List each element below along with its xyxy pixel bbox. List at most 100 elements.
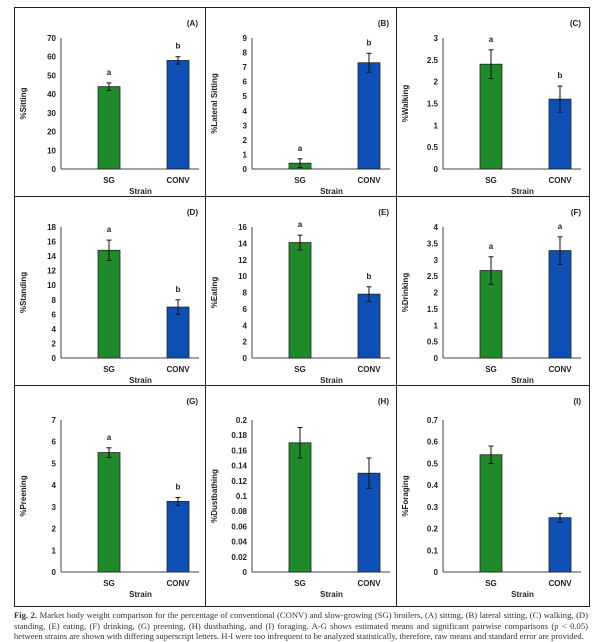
chart-svg: (D) 0 2 4 6 8 10 12 14 16 18 %Standing a SG b CONV Strai…	[19, 208, 199, 385]
y-tick-label: 6	[52, 438, 57, 447]
bar-conv	[166, 60, 190, 170]
x-axis-label: Strain	[129, 187, 152, 196]
y-tick-label: 0.2	[427, 525, 439, 534]
y-tick-label: 3	[434, 256, 439, 265]
y-tick-label: 0.1	[236, 492, 248, 501]
error-bar	[557, 85, 563, 113]
y-axis-label: %Lateral Sitting	[210, 73, 219, 134]
y-axis-label: %Foraging	[401, 475, 410, 516]
y-tick-label: 1	[434, 321, 439, 330]
bar-sg	[97, 452, 121, 573]
error-bar	[297, 158, 303, 169]
panel-label: (C)	[570, 19, 581, 28]
significance-letter: a	[489, 35, 494, 44]
y-tick-label: 14	[238, 239, 247, 248]
x-tick-label: CONV	[166, 579, 190, 588]
significance-letter: a	[107, 68, 112, 77]
y-axis-label: %Walking	[401, 85, 410, 123]
y-axis-label: %Dustbathing	[210, 469, 219, 523]
bar-conv	[357, 62, 381, 170]
error-bar	[488, 445, 494, 464]
y-tick-label: 0	[52, 354, 57, 363]
y-tick-label: 0.08	[231, 507, 247, 516]
panel-d: (D) 0 2 4 6 8 10 12 14 16 18 %Standing a SG b CONV Strai…	[15, 197, 206, 386]
y-tick-label: 0	[434, 165, 439, 174]
y-tick-label: 20	[47, 128, 56, 137]
bar-conv	[548, 250, 572, 359]
y-tick-label: 0.5	[427, 459, 439, 468]
panel-e: (E) 0 2 4 6 8 10 12 14 16 %Eating a SG b CONV Strain	[206, 197, 397, 386]
error-bar	[488, 49, 494, 80]
y-tick-label: 0.7	[427, 416, 439, 425]
y-tick-label: 16	[238, 223, 247, 232]
significance-letter: a	[558, 222, 563, 231]
y-tick-label: 3	[243, 121, 248, 130]
y-tick-label: 30	[47, 109, 56, 118]
x-axis-label: Strain	[511, 590, 534, 599]
y-tick-label: 0.18	[231, 431, 247, 440]
y-tick-label: 0.14	[231, 462, 247, 471]
significance-letter: a	[298, 220, 303, 229]
x-tick-label: CONV	[548, 365, 572, 374]
y-tick-label: 2	[434, 78, 439, 87]
y-tick-label: 0.12	[231, 477, 247, 486]
x-tick-label: SG	[294, 365, 306, 374]
x-axis-label: Strain	[511, 187, 534, 196]
y-tick-label: 1.5	[427, 100, 439, 109]
y-tick-label: 0	[434, 568, 439, 577]
y-tick-label: 1.5	[427, 305, 439, 314]
y-axis-label: %Sitting	[19, 87, 28, 119]
error-bar	[297, 234, 303, 251]
y-tick-label: 16	[47, 238, 56, 247]
y-tick-label: 4	[434, 223, 439, 232]
x-axis-label: Strain	[129, 376, 152, 385]
y-tick-label: 8	[243, 289, 248, 298]
x-tick-label: CONV	[357, 365, 381, 374]
error-bar	[106, 82, 112, 91]
y-tick-label: 1	[243, 150, 248, 159]
x-tick-label: CONV	[166, 365, 190, 374]
y-tick-label: 6	[243, 78, 248, 87]
x-tick-label: CONV	[166, 176, 190, 185]
error-bar	[366, 457, 372, 489]
significance-letter: a	[489, 242, 494, 251]
error-bar	[106, 447, 112, 458]
y-tick-label: 2	[243, 338, 248, 347]
significance-letter: b	[176, 42, 181, 51]
y-tick-label: 0	[52, 568, 57, 577]
y-tick-label: 0.2	[236, 416, 248, 425]
panel-a: (A) 0 10 20 30 40 50 60 70 %Sitting a SG b CONV Strain	[15, 8, 206, 197]
significance-letter: b	[367, 272, 372, 281]
error-bar	[175, 56, 181, 65]
x-axis-label: Strain	[320, 187, 343, 196]
y-tick-label: 0.5	[427, 143, 439, 152]
y-tick-label: 10	[47, 146, 56, 155]
y-tick-label: 0.04	[231, 538, 247, 547]
y-tick-label: 12	[47, 267, 56, 276]
y-tick-label: 2	[243, 136, 248, 145]
error-bar	[488, 256, 494, 285]
significance-letter: b	[367, 38, 372, 47]
bar-sg	[288, 242, 312, 359]
y-tick-label: 10	[238, 272, 247, 281]
y-tick-label: 0.6	[427, 438, 439, 447]
panel-label: (G)	[186, 397, 198, 406]
panel-label: (D)	[187, 208, 198, 217]
y-tick-label: 1	[52, 546, 57, 555]
y-tick-label: 0.16	[231, 446, 247, 455]
y-axis-label: %Eating	[210, 277, 219, 309]
bar-sg	[479, 454, 503, 573]
bar-sg	[288, 442, 312, 573]
bar-sg	[97, 249, 121, 359]
bar-sg	[479, 63, 503, 170]
chart-svg: (C) 0 0.5 1 1.5 2 2.5 3 %Walking a SG b CONV Strain	[401, 19, 581, 196]
chart-svg: (F) 0 0.5 1 1.5 2 2.5 3 3.5 4 %Drinking a SG a CONV Str…	[401, 208, 581, 385]
x-tick-label: SG	[103, 176, 115, 185]
x-tick-label: CONV	[548, 579, 572, 588]
y-tick-label: 4	[243, 107, 248, 116]
chart-svg: (I) 0 0.1 0.2 0.3 0.4 0.5 0.6 0.7 %Foraging SG CONV…	[401, 397, 581, 599]
chart-svg: (E) 0 2 4 6 8 10 12 14 16 %Eating a SG b CONV Strain	[210, 208, 390, 385]
y-tick-label: 0.06	[231, 522, 247, 531]
significance-letter: b	[176, 483, 181, 492]
significance-letter: b	[558, 71, 563, 80]
